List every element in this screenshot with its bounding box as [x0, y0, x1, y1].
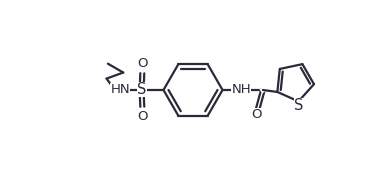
Text: S: S [294, 98, 303, 113]
Text: NH: NH [231, 83, 251, 96]
Text: O: O [137, 57, 147, 70]
Text: HN: HN [110, 83, 130, 96]
Text: S: S [137, 83, 147, 98]
Text: O: O [251, 108, 262, 121]
Text: O: O [137, 110, 147, 123]
